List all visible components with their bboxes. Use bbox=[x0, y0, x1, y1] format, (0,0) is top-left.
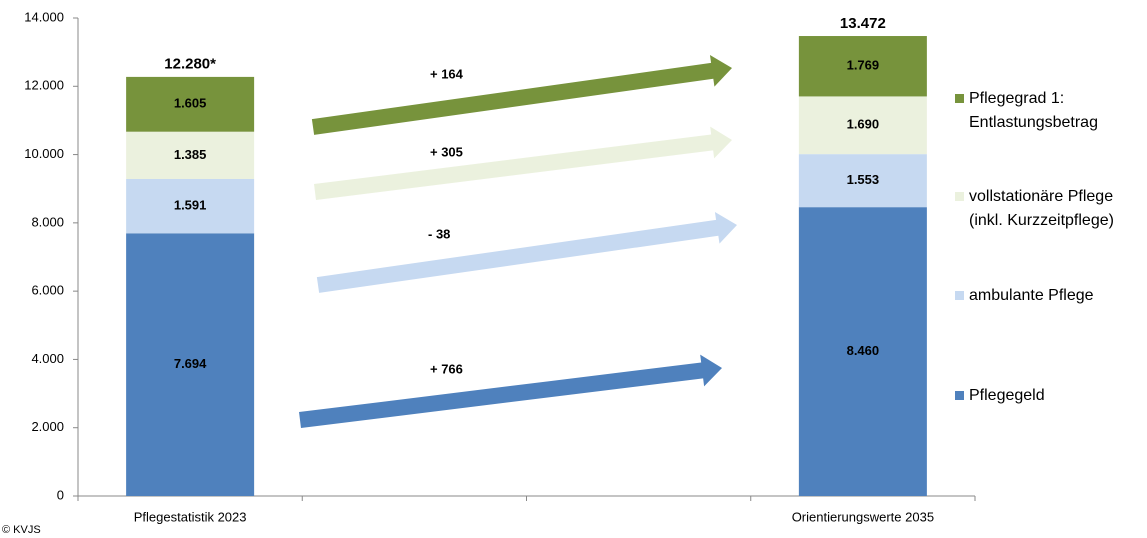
legend-item: ambulante Pflege bbox=[955, 284, 1094, 308]
value-label: 1.605 bbox=[174, 96, 207, 111]
x-tick-label: Pflegestatistik 2023 bbox=[134, 509, 247, 524]
y-tick-label: 10.000 bbox=[24, 146, 64, 161]
change-label: - 38 bbox=[428, 226, 450, 241]
y-tick-label: 8.000 bbox=[31, 214, 64, 229]
value-label: 1.690 bbox=[847, 117, 880, 132]
source: © KVJS bbox=[2, 524, 41, 536]
bar-segment bbox=[126, 76, 255, 132]
total-label: 12.280* bbox=[164, 56, 216, 73]
trend-arrow bbox=[316, 211, 737, 293]
bar-segment bbox=[798, 207, 927, 496]
value-label: 1.553 bbox=[847, 172, 880, 187]
change-label: + 766 bbox=[430, 361, 463, 376]
legend-item: Pflegegrad 1: Entlastungsbetrag bbox=[955, 87, 1098, 135]
y-tick-label: 14.000 bbox=[24, 9, 64, 24]
change-label: + 305 bbox=[430, 144, 463, 159]
y-tick-label: 4.000 bbox=[31, 351, 64, 366]
bar-segment bbox=[126, 178, 255, 234]
y-tick-label: 0 bbox=[57, 487, 64, 502]
legend-swatch bbox=[955, 291, 964, 300]
legend-swatch bbox=[955, 391, 964, 400]
bar-segment bbox=[126, 131, 255, 179]
value-label: 8.460 bbox=[847, 343, 880, 358]
y-tick-label: 2.000 bbox=[31, 419, 64, 434]
value-label: 1.769 bbox=[847, 58, 880, 73]
trend-arrow bbox=[299, 354, 722, 428]
trend-arrow bbox=[314, 126, 732, 200]
value-label: 1.385 bbox=[174, 147, 207, 162]
value-label: 7.694 bbox=[174, 356, 207, 371]
trend-arrow bbox=[311, 54, 732, 135]
legend-label: vollstationäre Pflege (inkl. Kurzzeitpfl… bbox=[969, 188, 1114, 229]
legend-label: Pflegegrad 1: Entlastungsbetrag bbox=[969, 90, 1098, 131]
legend-swatch bbox=[955, 192, 964, 201]
bar-segment bbox=[798, 36, 927, 97]
bar-segment bbox=[126, 233, 255, 496]
bar-segment bbox=[798, 154, 927, 208]
change-label: + 164 bbox=[430, 66, 464, 81]
bar-segment bbox=[798, 96, 927, 155]
legend-swatch bbox=[955, 94, 964, 103]
legend-item: Pflegegeld bbox=[955, 384, 1045, 408]
legend-item: vollstationäre Pflege (inkl. Kurzzeitpfl… bbox=[955, 185, 1114, 233]
x-tick-label: Orientierungswerte 2035 bbox=[792, 509, 934, 524]
y-tick-label: 12.000 bbox=[24, 78, 64, 93]
y-tick-label: 6.000 bbox=[31, 283, 64, 298]
total-label: 13.472 bbox=[840, 15, 886, 32]
value-label: 1.591 bbox=[174, 198, 207, 213]
legend-label: ambulante Pflege bbox=[969, 287, 1094, 304]
legend-label: Pflegegeld bbox=[969, 387, 1045, 404]
